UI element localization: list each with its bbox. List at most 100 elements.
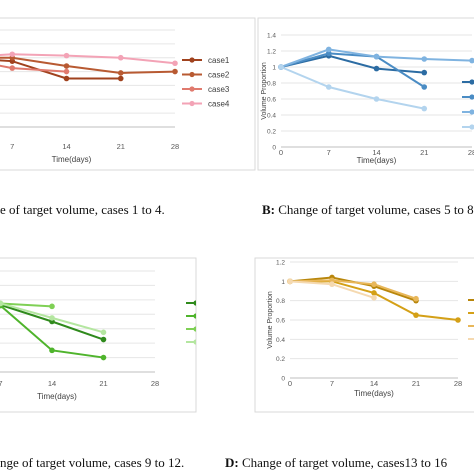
series-line [0,304,104,359]
data-point [9,65,16,71]
legend-item: case2 [182,71,230,80]
series-line [0,303,104,341]
y-tick-label: 1 [272,65,276,72]
plot-area: 0 7 14 21 28 Time(days) 0 0.2 0.4 0.6 0.8 1 1.2 Volum… [267,260,474,398]
caption-label: B: [262,202,275,217]
data-point [63,63,70,69]
plot-area: 7 14 21 28 Time(days) case1 case2 case3 case4 [0,29,230,164]
x-tick-label: 28 [151,379,159,388]
data-point [413,295,419,302]
data-point [49,303,55,310]
series-line [0,302,104,334]
data-point [329,281,335,288]
x-tick-label: 28 [454,379,462,388]
legend-item [462,79,474,85]
y-tick-label: 0.8 [276,298,285,305]
data-point [325,50,332,57]
legend-label: case9 [212,299,234,308]
data-point [469,57,474,64]
y-tick-label: 0.4 [276,337,285,344]
legend-label: case2 [208,71,230,80]
data-point [421,105,428,112]
y-tick-label: 0.2 [267,129,276,136]
legend-swatch-marker [193,339,196,345]
series-line-4 [278,64,428,112]
panel-frame [257,17,474,171]
panel-frame [0,257,197,413]
series-line [289,279,417,300]
data-point [329,277,335,284]
caption-label: D: [225,455,239,470]
series-case4 [0,51,178,67]
y-tick-label: 0.6 [267,97,276,104]
y-tick-label: 0.8 [267,81,276,88]
data-point [325,46,332,53]
plot-area: 0 7 14 21 28 Time(days) 0 0.2 0.4 0.6 0.8 1 1.2 1.4 Vo… [261,33,474,165]
legend-item: case11 [186,326,196,332]
panel-frame [0,17,256,171]
legend-item [468,312,474,314]
x-tick-label: 14 [372,148,380,157]
x-axis-title: Time(days) [37,392,77,401]
legend-item: case4 [182,100,230,109]
data-point [373,53,380,60]
data-point [371,281,377,288]
legend-label: case3 [208,85,230,94]
data-point [172,68,178,75]
caption-text: Change of target volume, cases 5 to 8. [275,202,474,217]
data-point [100,354,107,361]
legend-item [462,124,474,130]
series-case12 [0,300,107,336]
x-axis-title: Time(days) [357,156,397,165]
x-tick-label: 14 [370,379,378,388]
legend-label: case12 [212,338,238,347]
legend-swatch-marker [189,71,195,78]
legend-item [462,109,474,115]
caption-text: e of target volume, cases 1 to 4. [0,202,165,217]
series-case3 [0,64,70,75]
legend-swatch-marker [193,300,196,306]
legend-swatch-marker [193,326,196,332]
legend-item: case10 [186,312,238,321]
legend: case9 case10 case11 case12 [186,299,238,347]
series-line-4 [287,278,377,301]
legend-item: case12 [186,338,238,347]
y-tick-label: 1 [281,279,285,286]
legend-swatch-marker [193,313,196,319]
data-point [172,60,178,67]
y-tick-label: 1.4 [267,33,276,40]
x-tick-label: 21 [117,142,125,151]
x-tick-label: 0 [288,379,292,388]
series-line [280,66,425,110]
data-point [421,56,428,62]
x-tick-label: 7 [0,379,3,388]
legend-item [468,338,474,340]
data-point [413,312,419,318]
legend [462,79,474,130]
plot-area: 7 14 21 28 Time(days) case9 case10 case11 case12 [0,270,238,401]
data-point [117,70,124,76]
data-point [421,84,428,90]
legend-label: case1 [208,56,230,65]
data-point [117,54,124,61]
legend-swatch-marker [469,124,474,130]
y-tick-label: 1.2 [267,49,276,56]
x-tick-label: 7 [330,379,334,388]
legend-item: case9 [186,299,234,308]
y-tick-label: 0 [272,145,276,152]
caption-d: D: Change of target volume, cases13 to 1… [225,455,448,470]
x-tick-label: 7 [10,142,14,151]
x-tick-label: 21 [420,148,428,157]
legend-label: case10 [212,312,238,321]
caption-text: Change of target volume, cases13 to 16 [239,455,448,470]
data-point [100,336,107,343]
legend-swatch-marker [189,100,195,107]
legend-label: case4 [208,100,230,109]
legend: case1 case2 case3 case4 [182,56,230,109]
legend-item: case1 [182,56,230,65]
legend-swatch-marker [469,94,474,100]
legend [468,299,474,340]
x-axis-title: Time(days) [354,389,394,398]
y-tick-label: 0 [281,376,285,383]
x-axis-title: Time(days) [52,155,92,164]
